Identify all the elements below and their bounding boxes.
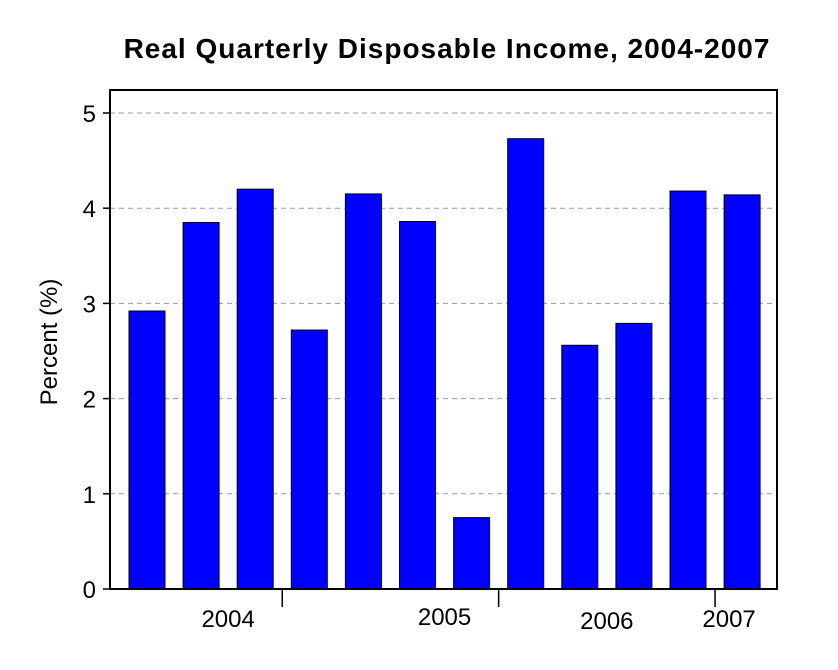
bar bbox=[236, 188, 274, 590]
bar bbox=[128, 310, 166, 590]
bar bbox=[182, 221, 220, 590]
y-tick-label: 5 bbox=[83, 101, 96, 128]
x-year-label: 2005 bbox=[418, 604, 471, 631]
bar bbox=[615, 322, 653, 590]
gridlines bbox=[110, 112, 777, 495]
bar bbox=[561, 344, 599, 590]
y-axis-ticks: 0 1 2 3 4 5 bbox=[83, 101, 110, 604]
chart-title: Real Quarterly Disposable Income, 2004-2… bbox=[124, 33, 771, 64]
y-tick-label: 3 bbox=[83, 291, 96, 318]
bars bbox=[128, 138, 761, 590]
y-tick-label: 0 bbox=[83, 577, 96, 604]
bar bbox=[669, 190, 707, 590]
plot-frame bbox=[109, 89, 778, 590]
bar bbox=[290, 329, 328, 590]
y-tick-label: 2 bbox=[83, 387, 96, 414]
y-tick-label: 4 bbox=[83, 196, 96, 223]
y-axis-label: Percent (%) bbox=[36, 279, 63, 406]
x-year-label: 2004 bbox=[201, 606, 254, 633]
x-axis: 2004 2005 2006 2007 bbox=[201, 589, 756, 635]
bar bbox=[453, 517, 491, 590]
x-year-label: 2007 bbox=[702, 606, 755, 633]
y-tick-label: 1 bbox=[83, 482, 96, 509]
bar bbox=[399, 221, 436, 590]
bar bbox=[507, 138, 545, 590]
bar bbox=[723, 194, 761, 590]
bar bbox=[344, 193, 382, 590]
x-year-label: 2006 bbox=[580, 608, 633, 635]
